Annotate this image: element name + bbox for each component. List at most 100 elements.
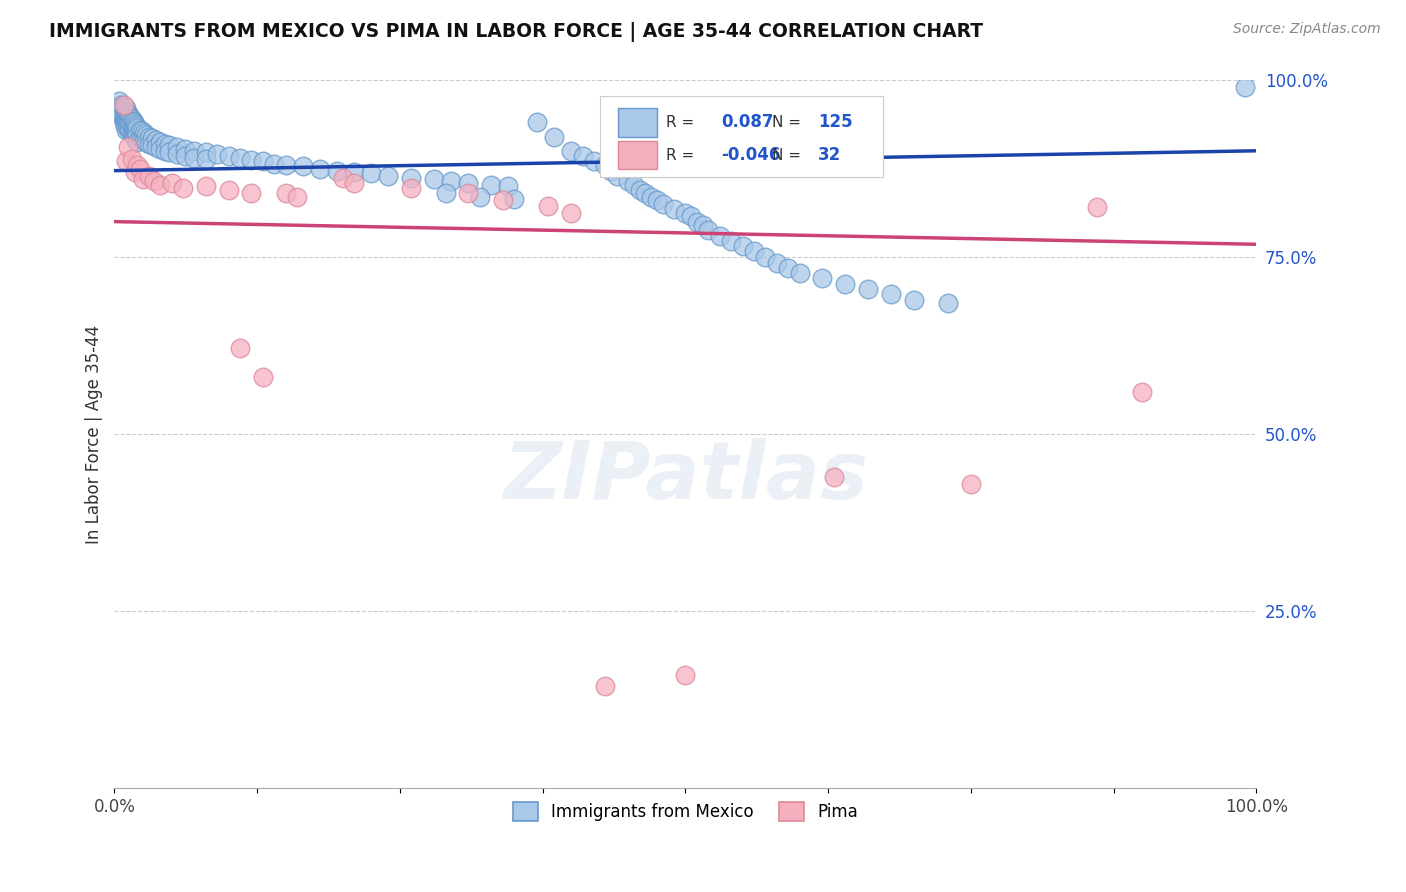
- Point: [120, 117, 142, 131]
- Point: [107, 101, 129, 115]
- Point: [600, 163, 623, 178]
- Point: [709, 228, 731, 243]
- Point: [274, 158, 297, 172]
- Point: [132, 126, 155, 140]
- Point: [122, 122, 145, 136]
- Point: [754, 250, 776, 264]
- Point: [218, 149, 240, 163]
- Text: ZIPatlas: ZIPatlas: [503, 438, 868, 516]
- Point: [111, 108, 134, 122]
- Point: [110, 97, 132, 112]
- Point: [434, 186, 457, 201]
- Text: IMMIGRANTS FROM MEXICO VS PIMA IN LABOR FORCE | AGE 35-44 CORRELATION CHART: IMMIGRANTS FROM MEXICO VS PIMA IN LABOR …: [49, 22, 983, 42]
- Point: [423, 172, 446, 186]
- Point: [936, 296, 959, 310]
- Point: [125, 119, 148, 133]
- Point: [960, 476, 983, 491]
- Point: [697, 223, 720, 237]
- Point: [606, 169, 628, 183]
- Point: [537, 199, 560, 213]
- Point: [240, 186, 263, 201]
- Point: [145, 140, 167, 154]
- Point: [115, 119, 138, 133]
- Point: [526, 115, 548, 129]
- Point: [560, 144, 582, 158]
- Point: [742, 244, 765, 259]
- Point: [117, 114, 139, 128]
- Y-axis label: In Labor Force | Age 35-44: In Labor Force | Age 35-44: [86, 325, 103, 543]
- Point: [124, 124, 146, 138]
- Point: [114, 108, 136, 122]
- Point: [326, 163, 349, 178]
- Point: [498, 179, 520, 194]
- Point: [115, 104, 138, 119]
- Point: [903, 293, 925, 307]
- Point: [834, 277, 856, 291]
- Point: [121, 112, 143, 126]
- Point: [114, 154, 136, 169]
- Point: [343, 176, 366, 190]
- Point: [856, 282, 879, 296]
- Point: [118, 108, 141, 122]
- Point: [571, 149, 593, 163]
- Point: [617, 173, 640, 187]
- Point: [229, 341, 252, 355]
- Point: [343, 165, 366, 179]
- Point: [166, 140, 188, 154]
- Point: [662, 202, 685, 216]
- Point: [194, 145, 217, 160]
- Text: N =: N =: [772, 115, 806, 130]
- Point: [183, 151, 205, 165]
- Point: [595, 158, 617, 172]
- Point: [121, 126, 143, 140]
- Point: [108, 101, 131, 115]
- Point: [789, 266, 811, 280]
- Point: [118, 115, 141, 129]
- Point: [731, 239, 754, 253]
- Legend: Immigrants from Mexico, Pima: Immigrants from Mexico, Pima: [505, 794, 866, 830]
- Point: [468, 190, 491, 204]
- Point: [120, 124, 142, 138]
- Point: [122, 115, 145, 129]
- Point: [138, 169, 160, 183]
- Point: [108, 94, 131, 108]
- Point: [149, 178, 172, 192]
- Text: R =: R =: [666, 147, 699, 162]
- Point: [503, 192, 526, 206]
- Point: [686, 214, 709, 228]
- Text: 0.087: 0.087: [721, 113, 773, 131]
- Point: [110, 104, 132, 119]
- Point: [112, 110, 135, 124]
- Point: [135, 128, 157, 143]
- Point: [274, 186, 297, 201]
- Point: [218, 183, 240, 197]
- Point: [457, 186, 479, 201]
- Point: [111, 101, 134, 115]
- Point: [583, 154, 606, 169]
- Point: [114, 101, 136, 115]
- Point: [115, 112, 138, 126]
- Point: [128, 161, 150, 176]
- Point: [229, 151, 252, 165]
- Point: [811, 271, 834, 285]
- Point: [124, 131, 146, 145]
- Point: [401, 180, 423, 194]
- Point: [1085, 201, 1108, 215]
- Point: [1233, 80, 1256, 95]
- Point: [138, 136, 160, 151]
- Point: [127, 128, 149, 143]
- Point: [778, 260, 800, 275]
- Point: [174, 149, 197, 163]
- Point: [131, 124, 153, 138]
- Text: N =: N =: [772, 147, 806, 162]
- Point: [634, 186, 657, 201]
- Point: [174, 142, 197, 156]
- Point: [121, 153, 143, 167]
- Point: [623, 178, 645, 192]
- Point: [114, 122, 136, 136]
- Point: [127, 136, 149, 150]
- Point: [153, 144, 176, 158]
- Point: [117, 140, 139, 154]
- Point: [157, 145, 180, 160]
- Point: [138, 129, 160, 144]
